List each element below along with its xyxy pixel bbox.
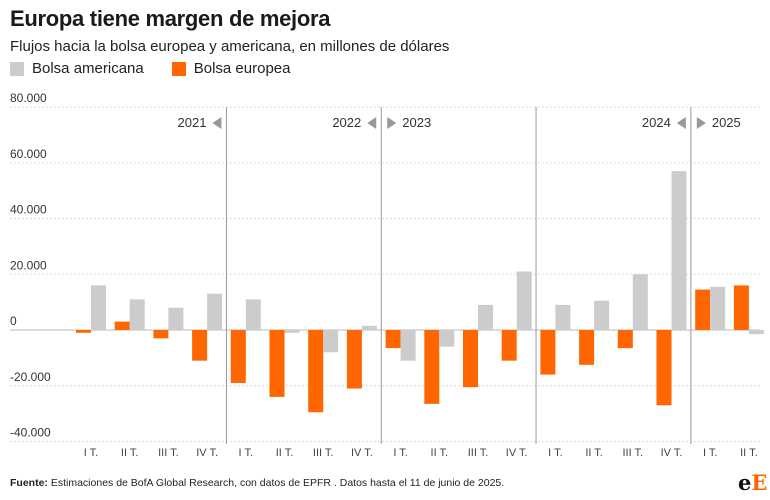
year-label: 2022 bbox=[332, 115, 361, 130]
bar-americana bbox=[168, 307, 184, 330]
logo-part-2: E bbox=[751, 470, 768, 495]
legend-swatch-europea bbox=[171, 61, 186, 76]
bar-europea bbox=[695, 289, 711, 330]
bar-americana bbox=[284, 330, 300, 333]
bar-europea bbox=[463, 330, 478, 388]
x-tick-label: IV T. bbox=[661, 447, 683, 459]
bar-americana bbox=[516, 271, 532, 330]
bar-americana bbox=[323, 330, 339, 353]
bar-americana bbox=[400, 330, 416, 361]
bar-americana bbox=[632, 274, 648, 330]
year-arrow-left bbox=[676, 117, 686, 129]
year-label: 2021 bbox=[178, 115, 207, 130]
year-label: 2024 bbox=[642, 115, 671, 130]
x-tick-label: III T. bbox=[468, 447, 489, 459]
legend-label-americana: Bolsa americana bbox=[32, 60, 144, 77]
bar-europea bbox=[540, 330, 556, 375]
x-tick-label: I T. bbox=[239, 447, 253, 459]
x-tick-label: I T. bbox=[703, 447, 717, 459]
bar-europea bbox=[579, 330, 595, 365]
year-arrow-left bbox=[212, 117, 222, 129]
brand-logo: eE bbox=[738, 470, 767, 495]
bar-americana bbox=[207, 293, 223, 330]
y-tick-label: -20.000 bbox=[10, 370, 51, 384]
x-tick-label: II T. bbox=[585, 447, 603, 459]
x-tick-label: II T. bbox=[276, 447, 294, 459]
bar-chart: 80.000 60.000 40.000 20.000 0 -20.000 -40.000 2… bbox=[10, 91, 764, 459]
legend-label-europea: Bolsa europea bbox=[193, 60, 291, 77]
legend-swatch-americana bbox=[10, 61, 24, 76]
chart-subtitle: Flujos hacia la bolsa europea y american… bbox=[10, 38, 450, 55]
bar-americana bbox=[748, 330, 764, 335]
chart-title: Europa tiene margen de mejora bbox=[10, 6, 331, 31]
footer-source-label: Fuente: bbox=[10, 477, 48, 489]
bar-americana bbox=[361, 325, 377, 330]
bar-europea bbox=[76, 330, 91, 333]
bar-americana bbox=[710, 286, 726, 330]
bar-europea bbox=[346, 330, 362, 389]
bar-europea bbox=[733, 285, 749, 330]
bar-europea bbox=[617, 330, 633, 349]
bar-europea bbox=[192, 330, 208, 361]
footer-source-text: Estimaciones de BofA Global Research, co… bbox=[50, 477, 505, 489]
bar-americana bbox=[594, 300, 610, 330]
bar-europea bbox=[230, 330, 246, 383]
y-tick-label: 60.000 bbox=[10, 147, 47, 161]
year-arrow-right bbox=[387, 117, 397, 129]
year-label: 2025 bbox=[712, 115, 741, 130]
x-tick-label: IV T. bbox=[506, 447, 528, 459]
y-tick-label: -40.000 bbox=[10, 426, 51, 440]
x-tick-label: III T. bbox=[158, 447, 179, 459]
year-arrow-right bbox=[696, 117, 706, 129]
x-tick-label: IV T. bbox=[351, 447, 373, 459]
year-arrow-left bbox=[367, 117, 377, 129]
y-tick-label: 40.000 bbox=[10, 203, 47, 217]
x-tick-label: II T. bbox=[740, 447, 758, 459]
x-tick-label: II T. bbox=[121, 447, 139, 459]
bar-americana bbox=[555, 304, 571, 330]
y-tick-label: 80.000 bbox=[10, 91, 47, 105]
bar-americana bbox=[129, 299, 145, 330]
bar-europea bbox=[308, 330, 324, 413]
bar-americana bbox=[671, 171, 687, 330]
x-tick-label: I T. bbox=[84, 447, 98, 459]
bar-europea bbox=[114, 321, 130, 330]
x-tick-label: I T. bbox=[548, 447, 562, 459]
x-tick-label: I T. bbox=[393, 447, 407, 459]
bar-americana bbox=[439, 330, 455, 347]
x-tick-label: IV T. bbox=[196, 447, 218, 459]
bar-europea bbox=[385, 330, 401, 349]
legend-item-americana: Bolsa americana bbox=[10, 60, 144, 77]
bar-americana bbox=[478, 304, 493, 330]
bar-americana bbox=[91, 285, 106, 330]
year-label: 2023 bbox=[402, 115, 431, 130]
y-tick-label: 20.000 bbox=[10, 258, 47, 272]
legend: Bolsa americana Bolsa europea bbox=[10, 60, 318, 77]
y-tick-label: 0 bbox=[10, 314, 17, 328]
bar-americana bbox=[245, 299, 261, 330]
bar-europea bbox=[424, 330, 440, 404]
x-tick-label: III T. bbox=[313, 447, 334, 459]
footer: Fuente: Estimaciones de BofA Global Rese… bbox=[10, 477, 504, 489]
bar-europea bbox=[269, 330, 285, 397]
bar-europea bbox=[153, 330, 169, 339]
logo-part-1: e bbox=[738, 470, 752, 495]
x-tick-label: II T. bbox=[431, 447, 449, 459]
x-tick-label: III T. bbox=[623, 447, 644, 459]
legend-item-europea: Bolsa europea bbox=[171, 60, 291, 77]
bar-europea bbox=[656, 330, 672, 406]
bar-europea bbox=[501, 330, 517, 361]
